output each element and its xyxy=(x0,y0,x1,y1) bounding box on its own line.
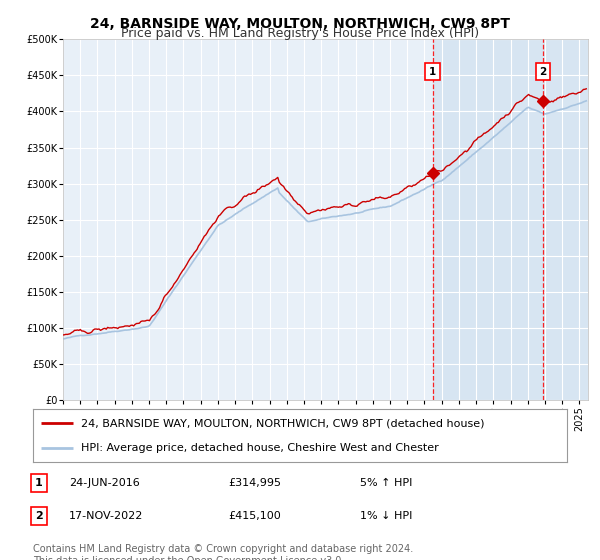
Text: 1% ↓ HPI: 1% ↓ HPI xyxy=(360,511,412,521)
Bar xyxy=(433,39,588,400)
Text: 24-JUN-2016: 24-JUN-2016 xyxy=(69,478,140,488)
Text: £415,100: £415,100 xyxy=(228,511,281,521)
Text: Price paid vs. HM Land Registry's House Price Index (HPI): Price paid vs. HM Land Registry's House … xyxy=(121,27,479,40)
Text: 17-NOV-2022: 17-NOV-2022 xyxy=(69,511,143,521)
Text: 5% ↑ HPI: 5% ↑ HPI xyxy=(360,478,412,488)
Text: 2: 2 xyxy=(539,67,547,77)
Text: 1: 1 xyxy=(35,478,43,488)
Text: 24, BARNSIDE WAY, MOULTON, NORTHWICH, CW9 8PT (detached house): 24, BARNSIDE WAY, MOULTON, NORTHWICH, CW… xyxy=(81,418,485,428)
Text: 1: 1 xyxy=(429,67,436,77)
Text: £314,995: £314,995 xyxy=(228,478,281,488)
Text: 24, BARNSIDE WAY, MOULTON, NORTHWICH, CW9 8PT: 24, BARNSIDE WAY, MOULTON, NORTHWICH, CW… xyxy=(90,17,510,31)
Text: 2: 2 xyxy=(35,511,43,521)
Text: Contains HM Land Registry data © Crown copyright and database right 2024.
This d: Contains HM Land Registry data © Crown c… xyxy=(33,544,413,560)
Text: HPI: Average price, detached house, Cheshire West and Chester: HPI: Average price, detached house, Ches… xyxy=(81,442,439,452)
